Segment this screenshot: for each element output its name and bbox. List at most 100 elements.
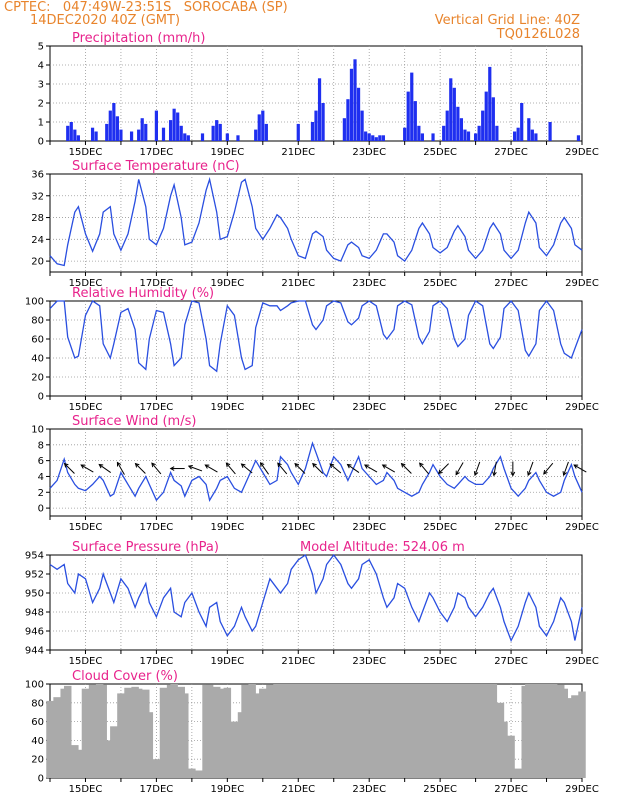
cloud-bar (46, 700, 54, 778)
cloud-bar (53, 697, 61, 778)
y-tick-label: 100 (25, 680, 44, 691)
y-tick-label: 6 (38, 456, 44, 467)
x-tick-label: 15DEC (69, 656, 103, 667)
cloud-bar (489, 684, 498, 778)
wind-arrow-shaft (135, 463, 146, 474)
wind-arrow-shaft (438, 463, 449, 474)
cloud-bar (216, 688, 224, 778)
precip-bar (310, 122, 315, 141)
x-tick-label: 15DEC (69, 278, 103, 289)
precip-bar (73, 129, 77, 141)
precip-bar (115, 116, 119, 141)
cloud-bar (223, 687, 232, 778)
x-tick-label: 17DEC (140, 402, 174, 413)
x-tick-label: 27DEC (494, 278, 528, 289)
x-tick-label: 27DEC (494, 784, 528, 795)
y-tick-label: 2 (38, 99, 44, 110)
precip-bar (353, 59, 357, 141)
model-altitude: Model Altitude: 524.06 m (300, 540, 465, 555)
panel-title: Surface Pressure (hPa) (72, 540, 219, 555)
cloud-bar (230, 721, 239, 778)
wind-arrow-shaft (543, 462, 554, 475)
wind-arrow-head (346, 463, 352, 469)
cloud-bar (393, 684, 402, 778)
cloud-bar (535, 684, 544, 778)
header-datetime: 14DEC2020 40Z (GMT) (30, 13, 181, 28)
precip-bar (356, 87, 361, 141)
precip-bar (378, 135, 382, 141)
precip-bar (431, 133, 435, 141)
cloud-bar (418, 684, 427, 778)
panel-title: Cloud Cover (%) (72, 669, 178, 684)
wind-arrow-head (492, 471, 497, 477)
precip-bar (264, 123, 268, 141)
x-tick-label: 21DEC (281, 522, 315, 533)
panel-title: Relative Humidity (%) (72, 286, 214, 301)
y-tick-label: 28 (31, 213, 44, 224)
wind-arrow-head (134, 462, 140, 468)
y-tick-label: 100 (25, 297, 44, 308)
x-tick-label: 29DEC (565, 278, 599, 289)
precip-bar (186, 135, 190, 141)
wind-arrow-shaft (98, 464, 111, 473)
cloud-bar (266, 684, 274, 778)
cloud-bar (134, 688, 143, 778)
cloud-bar (294, 684, 303, 778)
panel-title: Precipitation (mm/h) (72, 31, 205, 46)
precip-bar (371, 135, 375, 141)
y-tick-label: 1 (38, 118, 44, 129)
wind-arrow-head (437, 469, 443, 475)
precip-bar (183, 133, 187, 141)
precip-bar (69, 122, 73, 141)
wind-arrow-head (204, 464, 210, 469)
x-tick-label: 23DEC (352, 402, 386, 413)
panel-5: 0 20 40 60 80 100 15DEC 17DEC 19DEC 21DEC 23DEC 25D… (25, 669, 599, 795)
panel-title: Surface Temperature (nC) (72, 159, 240, 174)
wind-arrow-head (419, 462, 424, 468)
y-tick-label: 32 (31, 191, 44, 202)
precip-bar (474, 133, 478, 141)
wind-arrow-head (187, 465, 193, 470)
cloud-bar (312, 684, 320, 778)
x-tick-label: 21DEC (281, 656, 315, 667)
precip-bar (452, 87, 456, 141)
wind-arrow-shaft (117, 462, 125, 475)
precip-bar (172, 108, 176, 141)
precip-bar (516, 127, 520, 141)
precip-bar (168, 120, 173, 141)
precip-bar (154, 110, 158, 141)
precip-bar (105, 123, 109, 141)
precip-bar (296, 123, 300, 141)
x-tick-label: 27DEC (494, 147, 528, 158)
precip-bar (403, 127, 407, 141)
x-tick-label: 17DEC (140, 278, 174, 289)
wind-arrow-shaft (347, 464, 360, 473)
precip-bar (530, 129, 534, 141)
precip-bar (108, 110, 112, 141)
precip-bar (367, 133, 371, 141)
precip-bar (176, 112, 180, 141)
y-tick-label: 4 (38, 61, 44, 72)
precip-bar (495, 125, 499, 141)
x-tick-label: 29DEC (565, 656, 599, 667)
wind-arrow-head (240, 463, 246, 468)
y-tick-label: 60 (31, 335, 44, 346)
x-tick-label: 17DEC (140, 522, 174, 533)
wind-arrow-head (80, 464, 86, 469)
wind-arrow-shaft (455, 462, 464, 475)
panel-4: 944 946 948 950 952 954 15DEC 17DEC 19DEC 21DEC 23… (25, 540, 599, 667)
precip-bar (342, 118, 346, 141)
wind-arrow-head (562, 471, 567, 477)
x-tick-label: 27DEC (494, 656, 528, 667)
wind-arrow-shaft (527, 461, 534, 476)
precip-bar (215, 120, 219, 141)
precip-bar (218, 123, 222, 141)
wind-arrow-shaft (241, 463, 253, 474)
y-tick-label: 40 (31, 736, 44, 747)
cloud-bar (571, 695, 579, 778)
wind-arrow-head (400, 462, 406, 468)
cloud-bar (347, 684, 356, 778)
cloud-bar (507, 735, 515, 778)
precip-bar (491, 97, 495, 141)
cloud-bar (436, 684, 444, 778)
